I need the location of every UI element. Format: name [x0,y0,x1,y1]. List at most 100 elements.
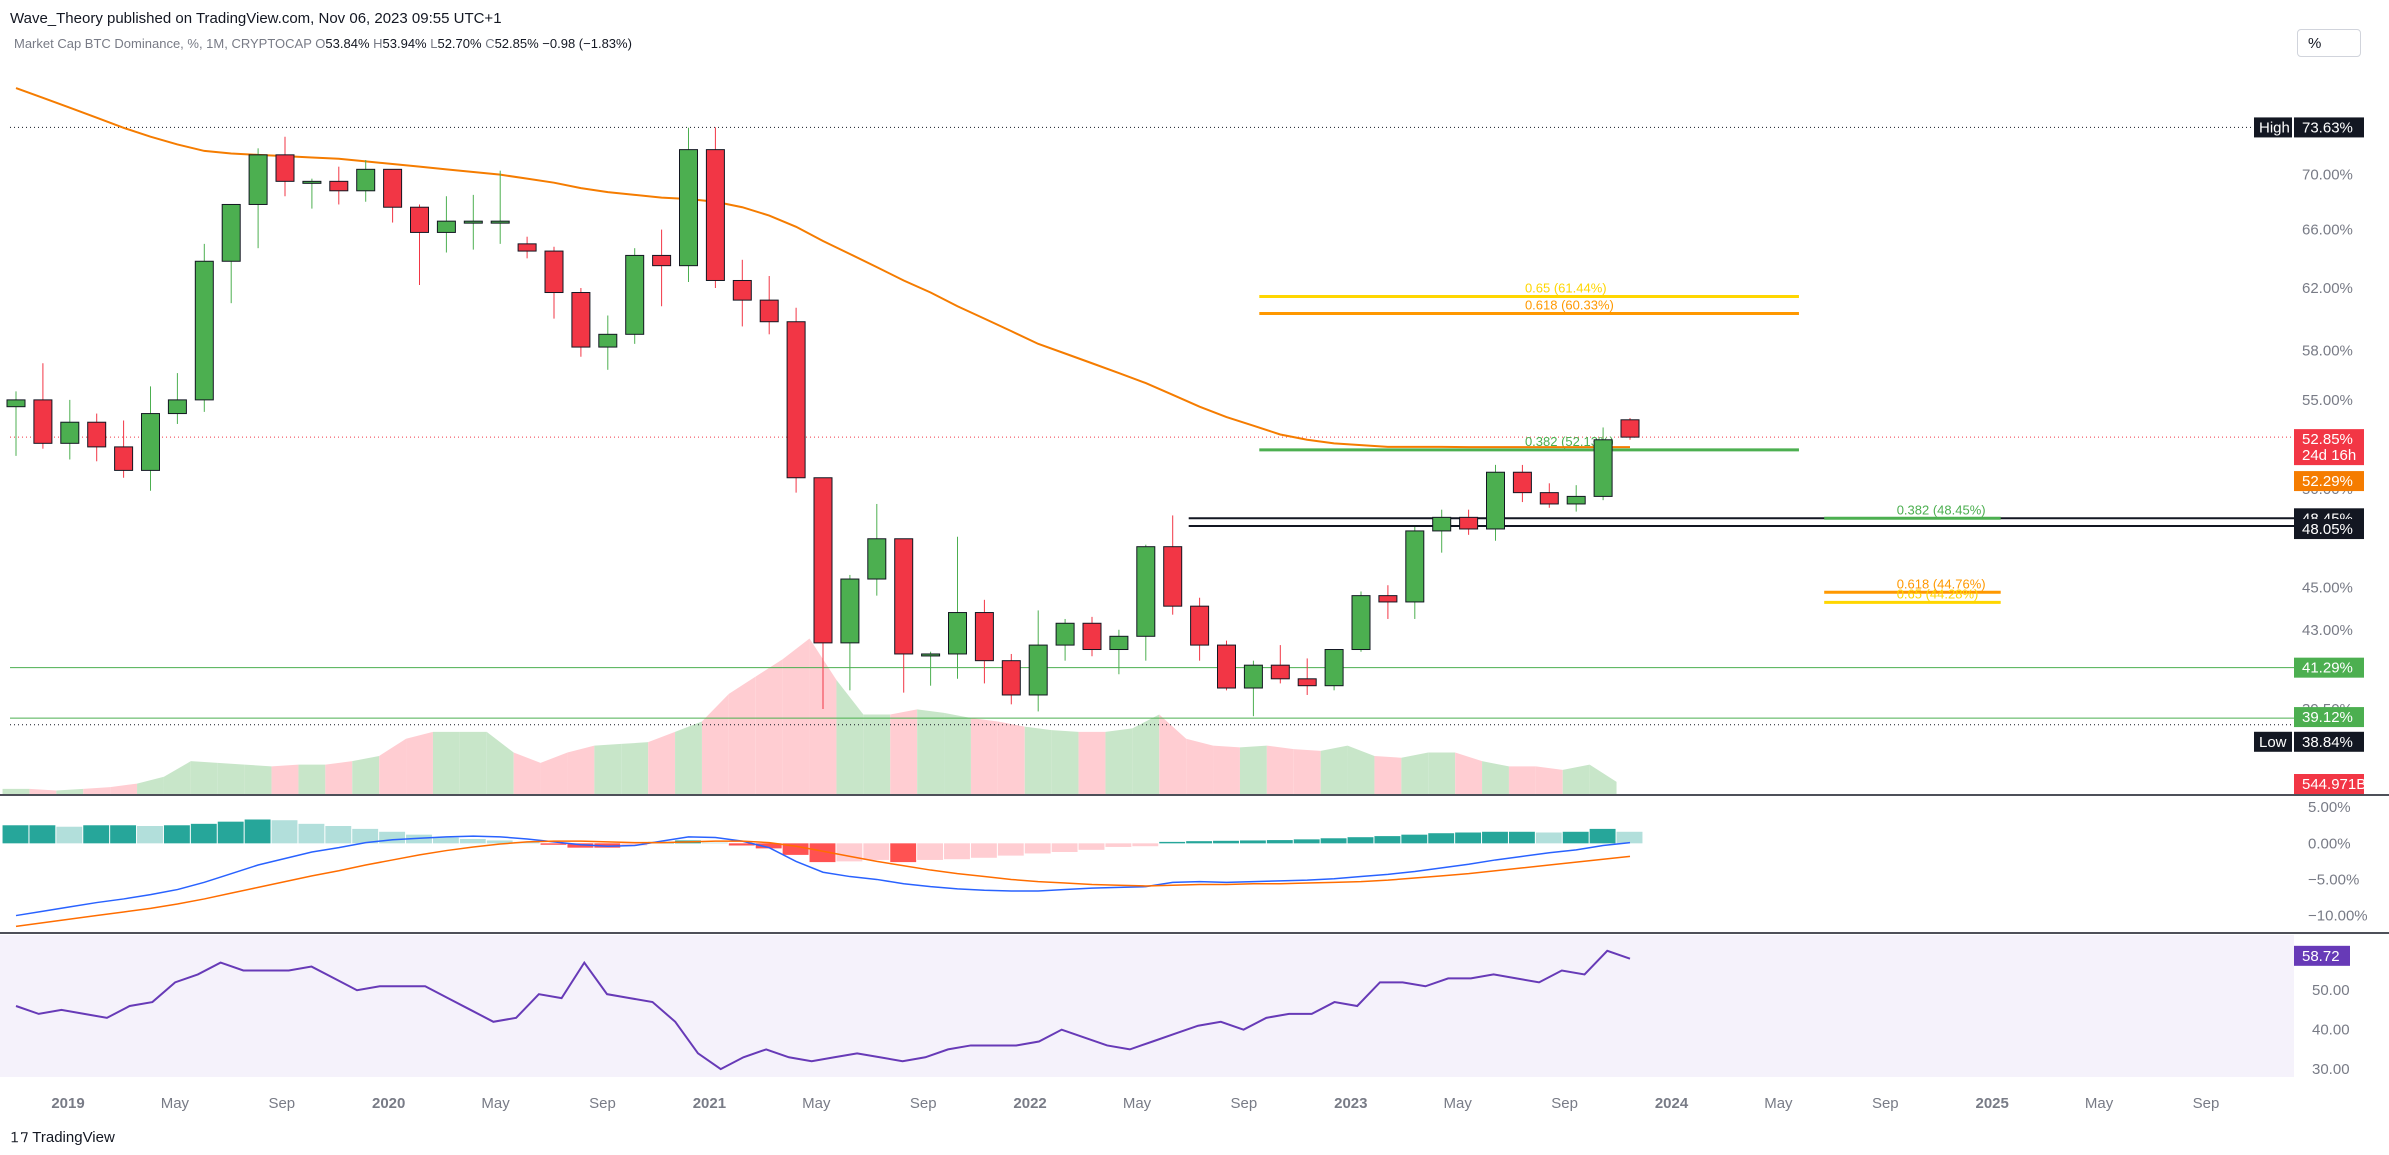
volume-area-segment [1455,752,1483,794]
fib-level-label: 0.65 (44.28%) [1897,586,1979,601]
volume-area-segment [271,764,299,794]
ohlc-open-label: O [315,36,326,51]
macd-signal-line [15,840,1631,928]
macd-histogram-bar [755,843,782,849]
price-tag-value: 52.29% [2302,473,2353,490]
price-tag-value: 39.12% [2302,709,2353,726]
price-axis-tick: 62.00% [2302,280,2353,297]
candle-body [1028,644,1048,696]
macd-histogram-bar [1455,832,1482,844]
price-tag-value: 73.63% [2302,119,2353,136]
ohlc-high: 53.94% [382,36,427,51]
time-axis-tick: Sep [910,1095,937,1112]
macd-histogram-bar [1535,832,1562,844]
price-tag [2294,471,2364,492]
price-axis-tick: 45.00% [2302,579,2353,596]
rsi-axis-tick: 30.00 [2312,1061,2350,1078]
macd-histogram-bar [1482,831,1508,844]
candle-body [1593,439,1613,497]
candle-body [867,538,887,580]
macd-histogram-bar [1105,843,1132,847]
time-axis-tick: 2021 [693,1095,726,1112]
macd-histogram-bar [1051,843,1078,852]
macd-histogram-bar [997,843,1024,856]
candle-body [356,168,376,192]
macd-histogram-bar [486,840,513,844]
macd-axis-tick: 0.00% [2308,835,2351,852]
volume-area-segment [917,709,945,794]
macd-histogram-bar [352,828,379,844]
macd-histogram-bar [1266,840,1293,844]
price-axis-tick: 66.00% [2302,222,2353,239]
time-axis-tick: May [2085,1095,2114,1112]
price-axis-tick: 70.00% [2302,167,2353,184]
candle-body [1351,595,1371,651]
rsi-line [15,949,1631,1071]
volume-area-segment [567,745,595,794]
macd-histogram-bar [863,843,890,860]
macd-histogram-bar [379,831,406,844]
ohlc-low: 52.70% [437,36,482,51]
time-axis-tick: 2019 [51,1095,84,1112]
candle-body [1243,664,1263,689]
volume-area-segment [1159,714,1187,794]
volume-area-segment [1051,730,1079,794]
macd-histogram-bar [1428,833,1455,844]
macd-histogram-bar [917,843,944,860]
volume-area-segment [1024,726,1052,794]
candle-body [1566,495,1586,505]
time-axis-tick: May [1764,1095,1793,1112]
volume-area-segment [890,709,918,794]
volume-area-segment [2,788,30,794]
macd-histogram-bar [782,843,809,855]
macd-histogram-bar [621,843,648,846]
rsi-axis-tick: 40.00 [2312,1022,2350,1039]
time-axis-tick: Sep [1872,1095,1899,1112]
candle-body [490,220,510,224]
macd-histogram-bar [163,825,190,844]
price-tag [2294,731,2364,752]
macd-histogram-bar [1213,840,1239,844]
candle-body [598,333,618,348]
volume-area-segment [298,764,326,794]
volume-area-segment [513,752,541,794]
candle-body [517,243,537,252]
macd-axis-tick: 5.00% [2308,799,2351,816]
macd-histogram-bar [1293,839,1320,844]
macd-histogram-bar [56,826,83,844]
fib-level-label: 0.618 (44.76%) [1897,576,1986,591]
macd-histogram-bar [298,823,325,844]
macd-histogram-bar [728,843,755,846]
candle-body [1459,516,1479,530]
macd-histogram-bar [1562,831,1589,844]
time-axis-tick: 2023 [1334,1095,1367,1112]
candle-body [732,279,752,301]
time-axis-tick: Sep [1231,1095,1258,1112]
volume-area-segment [1105,728,1133,794]
price-axis-tick: 58.00% [2302,342,2353,359]
macd-histogram-bar [1159,841,1186,844]
ohlc-low-label: L [430,36,438,51]
candle-body [87,421,107,448]
candle-body [652,254,672,267]
rsi-last-value: 58.72 [2302,948,2340,965]
macd-histogram-bar [29,825,56,844]
rsi-axis-tick: 50.00 [2312,982,2350,999]
rsi-pane-background [0,935,2294,1077]
volume-area-segment [1508,766,1536,794]
ohlc-close-label: C [485,36,495,51]
volume-area-segment [1320,745,1348,794]
macd-histogram-bar [890,843,917,863]
volume-area-segment [244,764,272,794]
macd-histogram-bar [137,826,163,844]
candle-body [571,292,591,348]
volume-area-segment [594,743,622,794]
macd-histogram-bar [701,842,728,844]
percent-scale-button[interactable]: % [2297,29,2361,57]
footer-brand-text: TradingView [32,1129,115,1146]
macd-histogram-bar [1239,840,1266,844]
candle-body [1109,635,1129,651]
time-axis-tick: 2022 [1013,1095,1046,1112]
volume-area-segment [459,731,487,794]
